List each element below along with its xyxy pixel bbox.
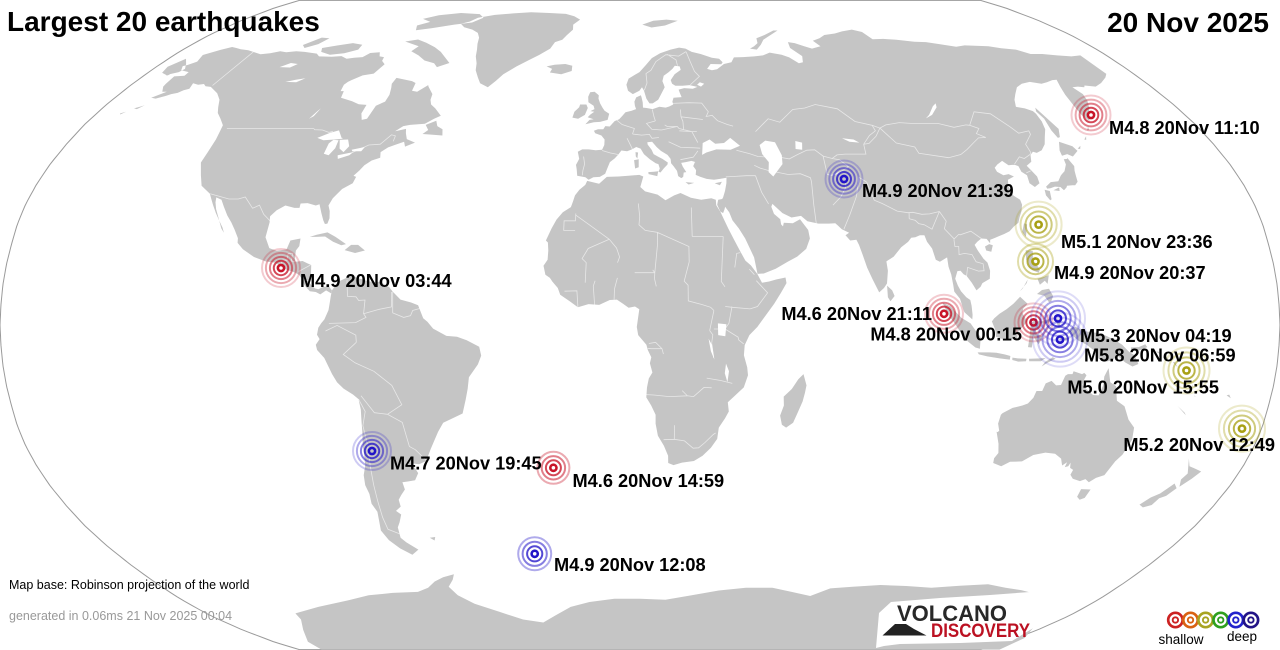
svg-text:M5.1 20Nov 23:36: M5.1 20Nov 23:36 <box>1061 232 1213 252</box>
svg-text:M4.8 20Nov 00:15: M4.8 20Nov 00:15 <box>870 324 1022 344</box>
svg-text:M5.3 20Nov 04:19: M5.3 20Nov 04:19 <box>1080 326 1232 346</box>
svg-text:M4.9 20Nov 03:44: M4.9 20Nov 03:44 <box>300 271 453 291</box>
svg-text:shallow: shallow <box>1158 632 1203 647</box>
svg-text:M5.8 20Nov 06:59: M5.8 20Nov 06:59 <box>1084 345 1236 365</box>
svg-text:M5.0 20Nov 15:55: M5.0 20Nov 15:55 <box>1067 378 1219 398</box>
svg-text:M4.8 20Nov 11:10: M4.8 20Nov 11:10 <box>1109 118 1260 138</box>
svg-text:deep: deep <box>1227 629 1257 644</box>
svg-text:M4.7 20Nov 19:45: M4.7 20Nov 19:45 <box>390 454 542 474</box>
svg-text:M4.9 20Nov 21:39: M4.9 20Nov 21:39 <box>862 181 1014 201</box>
svg-text:M4.6 20Nov 21:11: M4.6 20Nov 21:11 <box>781 304 932 324</box>
svg-text:M4.9 20Nov 12:08: M4.9 20Nov 12:08 <box>554 555 706 575</box>
svg-text:VOLCANO: VOLCANO <box>897 601 1007 626</box>
svg-text:DISCOVERY: DISCOVERY <box>931 621 1030 642</box>
svg-text:M4.9 20Nov 20:37: M4.9 20Nov 20:37 <box>1054 263 1206 283</box>
svg-text:M4.6 20Nov 14:59: M4.6 20Nov 14:59 <box>573 471 725 491</box>
svg-text:M5.2 20Nov 12:49: M5.2 20Nov 12:49 <box>1123 435 1275 455</box>
